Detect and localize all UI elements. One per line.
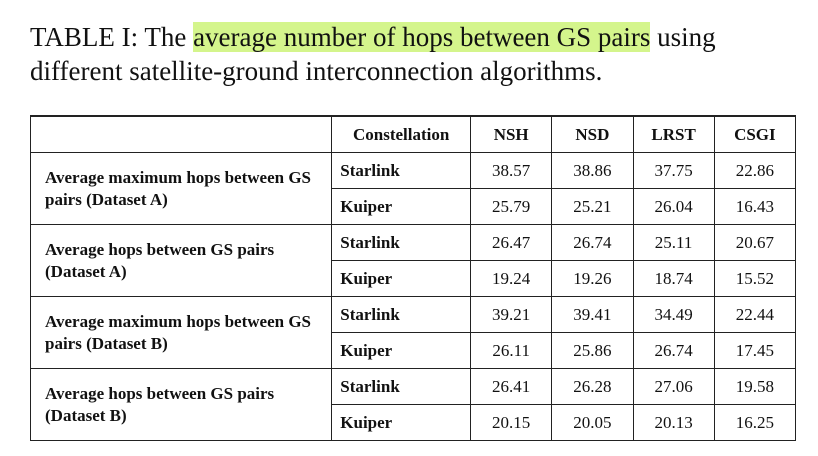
value-cell: 22.44 [713, 296, 797, 333]
value-cell: 25.86 [551, 332, 634, 369]
header-cell [29, 115, 333, 153]
value-cell: 26.74 [551, 224, 634, 261]
value-cell: 20.15 [470, 404, 553, 441]
header-cell: NSD [551, 115, 634, 153]
group-label: Average maximum hops between GS pairs (D… [29, 152, 333, 225]
table-row: Kuiper 26.11 25.86 26.74 17.45 [31, 332, 797, 369]
table-row: Average maximum hops between GS pairs (D… [29, 296, 797, 369]
header-cell: Constellation [331, 115, 472, 153]
value-cell: 17.45 [713, 332, 797, 369]
value-cell: 20.13 [632, 404, 715, 441]
caption-highlight: average number of hops between GS pairs [193, 22, 651, 52]
value-cell: 26.11 [470, 332, 553, 369]
value-cell: 19.26 [551, 260, 634, 297]
value-cell: 25.21 [551, 188, 634, 225]
value-cell: 16.25 [713, 404, 797, 441]
header-cell: CSGI [713, 115, 797, 153]
group-label: Average maximum hops between GS pairs (D… [29, 296, 333, 369]
value-cell: 26.41 [470, 368, 553, 405]
table-row: Kuiper 19.24 19.26 18.74 15.52 [31, 260, 797, 297]
value-cell: 25.79 [470, 188, 553, 225]
table-row: Average hops between GS pairs (Dataset B… [29, 368, 797, 441]
value-cell: 20.05 [551, 404, 634, 441]
value-cell: 38.86 [551, 152, 634, 189]
caption-suffix: using different satellite-ground interco… [30, 22, 716, 86]
constellation: Starlink [331, 224, 472, 261]
constellation: Starlink [331, 152, 472, 189]
value-cell: 27.06 [632, 368, 715, 405]
constellation: Kuiper [331, 260, 472, 297]
value-cell: 16.43 [713, 188, 797, 225]
table-row: Kuiper 25.79 25.21 26.04 16.43 [31, 188, 797, 225]
value-cell: 19.58 [713, 368, 797, 405]
table-row: Kuiper 20.15 20.05 20.13 16.25 [31, 404, 797, 441]
group-label: Average hops between GS pairs (Dataset A… [29, 224, 333, 297]
caption-prefix: TABLE I: The [30, 22, 194, 52]
value-cell: 34.49 [632, 296, 715, 333]
header-cell: LRST [632, 115, 715, 153]
value-cell: 20.67 [713, 224, 797, 261]
table-row: Average maximum hops between GS pairs (D… [29, 152, 797, 225]
value-cell: 18.74 [632, 260, 715, 297]
caption: TABLE I: The average number of hops betw… [30, 20, 800, 88]
value-cell: 26.28 [551, 368, 634, 405]
header-cell: NSH [470, 115, 553, 153]
results-table: Constellation NSH NSD LRST CSGI Average maxim… [29, 115, 797, 441]
value-cell: 15.52 [713, 260, 797, 297]
value-cell: 25.11 [632, 224, 715, 261]
value-cell: 22.86 [713, 152, 797, 189]
table-row: Average hops between GS pairs (Dataset A… [29, 224, 797, 297]
constellation: Kuiper [331, 332, 472, 369]
value-cell: 26.74 [632, 332, 715, 369]
value-cell: 39.21 [470, 296, 553, 333]
constellation: Kuiper [331, 404, 472, 441]
value-cell: 26.47 [470, 224, 553, 261]
value-cell: 19.24 [470, 260, 553, 297]
constellation: Starlink [331, 296, 472, 333]
value-cell: 39.41 [551, 296, 634, 333]
value-cell: 26.04 [632, 188, 715, 225]
constellation: Kuiper [331, 188, 472, 225]
constellation: Starlink [331, 368, 472, 405]
value-cell: 38.57 [470, 152, 553, 189]
header-row: Constellation NSH NSD LRST CSGI [29, 115, 797, 153]
group-label: Average hops between GS pairs (Dataset B… [29, 368, 333, 441]
value-cell: 37.75 [632, 152, 715, 189]
